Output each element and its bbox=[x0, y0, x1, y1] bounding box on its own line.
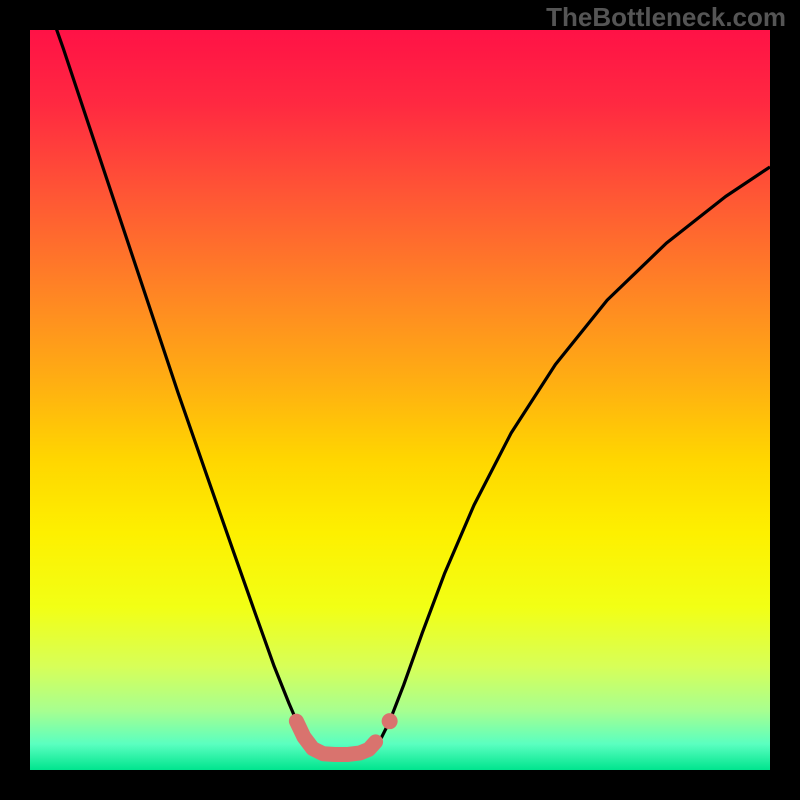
watermark-text: TheBottleneck.com bbox=[546, 2, 786, 33]
bottleneck-curve bbox=[41, 30, 770, 754]
border-bottom bbox=[0, 770, 800, 800]
highlight-end-dot bbox=[382, 713, 398, 729]
curve-layer bbox=[30, 30, 770, 770]
chart-frame: TheBottleneck.com bbox=[0, 0, 800, 800]
border-left bbox=[0, 0, 30, 800]
plot-area bbox=[30, 30, 770, 770]
highlight-segment bbox=[296, 721, 375, 754]
border-right bbox=[770, 0, 800, 800]
